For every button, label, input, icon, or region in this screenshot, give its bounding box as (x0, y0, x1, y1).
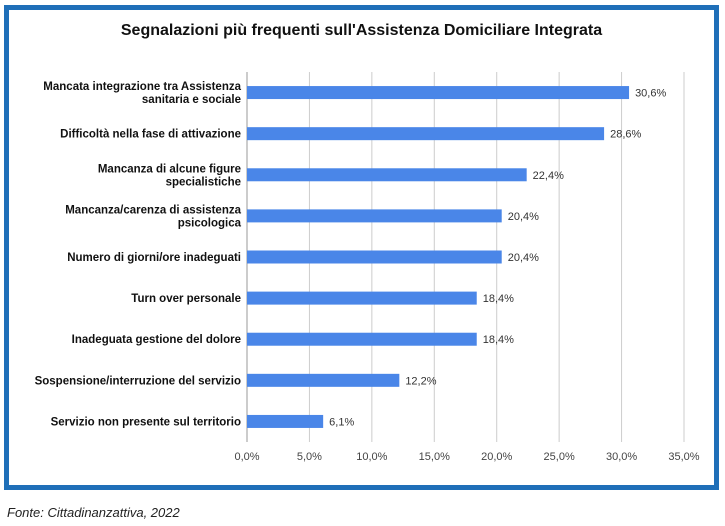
x-tick-label: 35,0% (668, 451, 699, 463)
category-label: Mancata integrazione tra Assistenza sanit… (43, 81, 241, 106)
x-tick-label: 0,0% (234, 451, 259, 463)
bar-chart: 0,0% 5,0% 10,0% 15,0% 20,0% 25,0% 30,0% 35,0% 30… (35, 72, 700, 463)
category-label: Sospensione/interruzione del servizio (35, 375, 241, 387)
bar-value-label: 28,6% (610, 129, 641, 141)
x-tick-label: 20,0% (481, 451, 512, 463)
bar (247, 414, 324, 428)
bar (247, 86, 630, 100)
category-label-line: sanitaria e sociale (142, 94, 241, 106)
category-label-line: Inadeguata gestione del dolore (72, 334, 241, 346)
source-note: Fonte: Cittadinanzattiva, 2022 (7, 505, 180, 520)
bar-value-label: 18,4% (483, 334, 514, 346)
bar-value-label: 18,4% (483, 293, 514, 305)
x-tick-label: 10,0% (356, 451, 387, 463)
category-label-line: Numero di giorni/ore inadeguati (67, 252, 241, 264)
bar-value-label: 6,1% (329, 416, 354, 428)
category-label: Turn over personale (131, 293, 241, 305)
bar (247, 291, 477, 305)
x-tick-label: 5,0% (297, 451, 322, 463)
category-label: Difficoltà nella fase di attivazione (60, 129, 241, 141)
bar (247, 209, 502, 223)
category-label: Mancanza di alcune figure specialistiche (98, 163, 241, 188)
category-label-line: Mancanza di alcune figure (98, 163, 241, 175)
category-label: Servizio non presente sul territorio (51, 416, 241, 428)
category-label-line: specialistiche (166, 176, 241, 188)
x-tick-label: 30,0% (606, 451, 637, 463)
category-label-line: psicologica (178, 217, 242, 229)
x-tick-label: 25,0% (544, 451, 575, 463)
category-label: Inadeguata gestione del dolore (72, 334, 241, 346)
bar-value-label: 20,4% (508, 211, 539, 223)
bar (247, 168, 527, 182)
bar (247, 127, 605, 141)
bar-value-label: 20,4% (508, 252, 539, 264)
chart-title: Segnalazioni più frequenti sull'Assisten… (120, 22, 603, 39)
category-label-line: Servizio non presente sul territorio (51, 416, 241, 428)
category-label-line: Mancanza/carenza di assistenza (65, 204, 241, 216)
category-label-line: Sospensione/interruzione del servizio (35, 375, 241, 387)
bar-value-label: 12,2% (405, 375, 436, 387)
category-label-line: Difficoltà nella fase di attivazione (60, 129, 241, 141)
bar-value-label: 22,4% (533, 170, 564, 182)
x-tick-label: 15,0% (419, 451, 450, 463)
category-label-line: Mancata integrazione tra Assistenza (43, 81, 241, 93)
bar (247, 373, 400, 387)
category-label-line: Turn over personale (131, 293, 241, 305)
bar-value-label: 30,6% (635, 88, 666, 100)
category-label: Numero di giorni/ore inadeguati (67, 252, 241, 264)
bar (247, 250, 502, 264)
category-label: Mancanza/carenza di assistenza psicologic… (65, 204, 241, 229)
chart-frame: Segnalazioni più frequenti sull'Assisten… (4, 5, 719, 490)
bar (247, 332, 477, 346)
